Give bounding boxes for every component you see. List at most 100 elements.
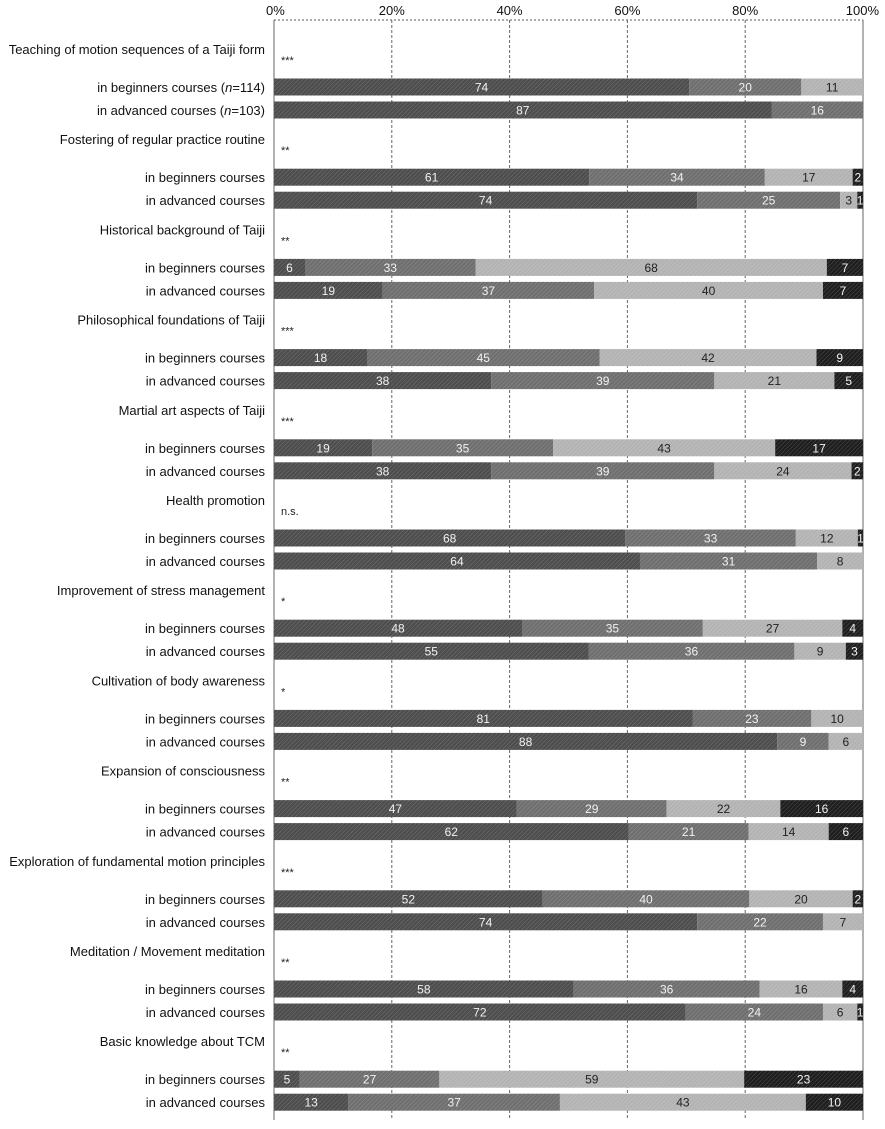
data-label: 3 (845, 194, 852, 208)
bar-hatch (274, 642, 589, 660)
bar-hatch (625, 529, 796, 547)
bar-hatch (828, 823, 863, 841)
significance-marker: n.s. (281, 506, 299, 518)
data-label: 39 (596, 464, 610, 478)
bar-hatch (274, 732, 778, 750)
row-label: in advanced courses (n=103) (97, 103, 265, 118)
bar-hatch (274, 619, 522, 637)
bar-hatch (305, 258, 476, 276)
data-label: 35 (456, 441, 470, 455)
data-label: 21 (682, 825, 696, 839)
data-label: 27 (363, 1073, 377, 1087)
bar-hatch (573, 980, 760, 998)
bar-hatch (777, 732, 829, 750)
data-label: 37 (447, 1096, 461, 1110)
bar-hatch (749, 890, 853, 908)
bar-hatch (594, 281, 823, 299)
significance-marker: *** (281, 55, 295, 67)
data-label: 7 (840, 284, 847, 298)
data-label: 12 (820, 532, 834, 546)
data-label: 39 (596, 374, 610, 388)
data-label: 68 (644, 261, 658, 275)
significance-marker: ** (281, 777, 290, 789)
group-title: Historical background of Taiji (100, 222, 265, 237)
bar-hatch (274, 101, 772, 119)
data-label: 1 (857, 532, 864, 546)
data-label: 36 (660, 983, 674, 997)
bar-hatch (822, 281, 863, 299)
data-label: 13 (304, 1096, 318, 1110)
bar-hatch (274, 439, 373, 457)
data-label: 8 (837, 555, 844, 569)
data-label: 68 (443, 532, 457, 546)
x-tick-label: 40% (497, 3, 523, 18)
bar-hatch (299, 1070, 440, 1088)
bar-hatch (274, 980, 574, 998)
bar-hatch (857, 529, 863, 547)
bar-hatch (628, 823, 749, 841)
bar-hatch (274, 913, 698, 931)
bar-hatch (274, 191, 698, 209)
data-label: 9 (800, 735, 807, 749)
bar-hatch (274, 1093, 349, 1111)
data-label: 55 (425, 645, 439, 659)
bar-hatch (828, 732, 863, 750)
data-label: 19 (316, 441, 330, 455)
data-label: 36 (685, 645, 699, 659)
data-label: 3 (851, 645, 858, 659)
bar-hatch (522, 619, 703, 637)
group-title: Expansion of consciousness (101, 764, 266, 779)
bar-hatch (274, 800, 517, 818)
data-label: 74 (475, 81, 489, 95)
bar-hatch (714, 372, 835, 390)
group-title: Fostering of regular practice routine (60, 132, 265, 147)
significance-marker: *** (281, 867, 295, 879)
bar-hatch (439, 1070, 745, 1088)
significance-marker: * (281, 686, 286, 698)
data-label: 6 (843, 825, 850, 839)
data-label: 43 (657, 441, 671, 455)
row-label: in advanced courses (146, 554, 266, 569)
data-label: 64 (450, 555, 464, 569)
bar-hatch (811, 709, 863, 727)
data-label: 29 (585, 802, 599, 816)
data-label: 21 (768, 374, 782, 388)
bar-hatch (805, 1093, 863, 1111)
bar-hatch (775, 439, 863, 457)
bar-hatch (274, 1070, 300, 1088)
data-label: 10 (828, 1096, 842, 1110)
data-label: 16 (794, 983, 808, 997)
bar-hatch (842, 980, 863, 998)
data-label: 24 (748, 1006, 762, 1020)
row-label: in beginners courses (145, 802, 265, 817)
data-label: 81 (477, 712, 491, 726)
data-label: 40 (639, 892, 653, 906)
data-label: 2 (854, 464, 861, 478)
bar-hatch (274, 281, 383, 299)
bar-hatch (274, 372, 492, 390)
bar-hatch (826, 258, 863, 276)
bar-hatch (599, 349, 817, 367)
data-label: 7 (842, 261, 849, 275)
significance-marker: ** (281, 235, 290, 247)
bar-hatch (822, 913, 863, 931)
bar-hatch (697, 191, 841, 209)
data-label: 20 (739, 81, 753, 95)
bar-hatch (372, 439, 553, 457)
data-label: 1 (857, 1006, 864, 1020)
data-label: 17 (812, 441, 826, 455)
bar-hatch (714, 462, 852, 480)
row-label: in advanced courses (146, 464, 266, 479)
group-title: Meditation / Movement meditation (70, 944, 265, 959)
group-title: Cultivation of body awareness (92, 673, 266, 688)
x-tick-label: 80% (732, 3, 758, 18)
row-label: in advanced courses (146, 1095, 266, 1110)
bar-hatch (842, 619, 863, 637)
bar-hatch (857, 191, 863, 209)
bar-hatch (274, 709, 693, 727)
bar-hatch (559, 1093, 806, 1111)
group-title: Teaching of motion sequences of a Taiji … (9, 42, 265, 57)
group-title: Philosophical foundations of Taiji (77, 313, 265, 328)
x-axis-ticks: 0% 20% 40% 60% 80% 100% (266, 3, 879, 18)
